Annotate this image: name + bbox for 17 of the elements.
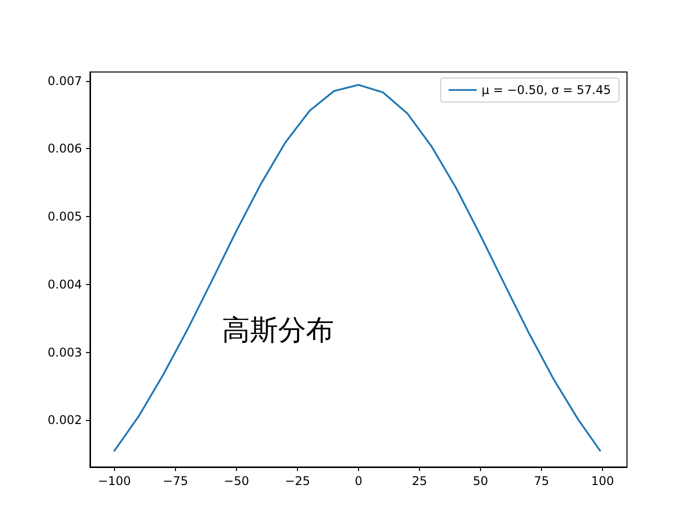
x-tick-label: −100: [98, 474, 131, 488]
y-tick-label: 0.003: [48, 345, 82, 360]
x-tick-label: 100: [591, 474, 614, 488]
x-tick-label: 75: [534, 474, 550, 488]
legend-label: μ = −0.50, σ = 57.45: [482, 83, 612, 97]
y-tick-label: 0.006: [48, 142, 82, 156]
x-tick-label: −75: [162, 474, 188, 488]
x-tick-label: 0: [354, 474, 362, 488]
y-tick-label: 0.005: [48, 210, 82, 224]
x-tick-label: −25: [284, 474, 310, 488]
y-tick-label: 0.007: [48, 74, 82, 88]
y-tick-label: 0.002: [48, 413, 82, 428]
annotation: 高斯分布: [222, 314, 334, 346]
x-tick-label: −50: [224, 474, 250, 488]
x-tick-label: 50: [472, 474, 488, 488]
y-tick-label: 0.004: [48, 277, 82, 292]
x-tick-label: 25: [412, 474, 428, 488]
